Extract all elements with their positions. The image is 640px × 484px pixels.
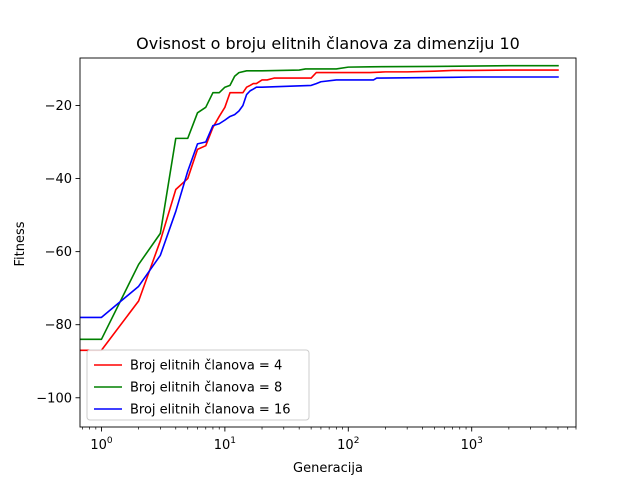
y-axis-label: Fitness — [13, 221, 28, 266]
series-layer — [80, 64, 559, 352]
series-line-1 — [80, 69, 559, 352]
y-tick-label: −100 — [36, 391, 72, 406]
y-tick-label: −20 — [45, 99, 72, 114]
y-tick-label: −60 — [45, 245, 72, 260]
legend-label-1: Broj elitnih članova = 4 — [130, 359, 282, 374]
y-tick-label: −80 — [45, 318, 72, 333]
chart-title: Ovisnost o broju elitnih članova za dime… — [136, 34, 520, 53]
y-tick-label: −40 — [45, 172, 72, 187]
x-axis-label: Generacija — [293, 461, 363, 476]
legend: Broj elitnih članova = 4 Broj elitnih čla… — [86, 349, 310, 421]
series-line-2 — [80, 64, 559, 341]
plot-frame — [79, 57, 577, 428]
legend-label-3: Broj elitnih članova = 16 — [130, 403, 291, 418]
legend-box — [86, 349, 310, 421]
series-line-3 — [80, 76, 559, 319]
legend-label-2: Broj elitnih članova = 8 — [130, 381, 282, 396]
